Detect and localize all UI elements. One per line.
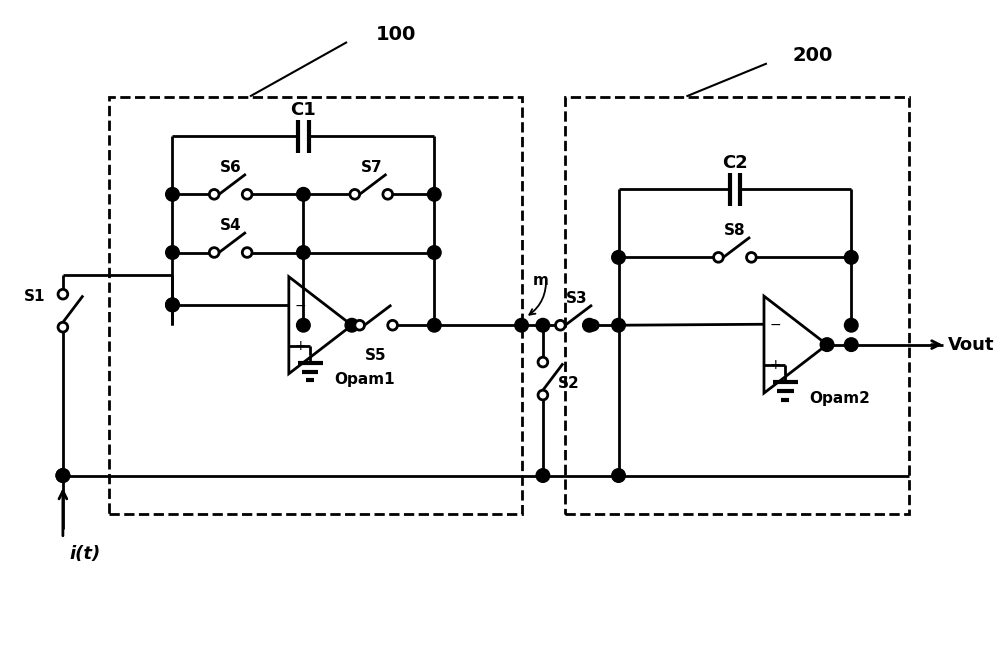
Text: 200: 200 — [792, 46, 833, 65]
Circle shape — [345, 319, 359, 332]
Circle shape — [297, 245, 310, 259]
Circle shape — [538, 390, 548, 400]
Circle shape — [428, 188, 441, 201]
Bar — [565, 97, 909, 514]
Circle shape — [166, 298, 179, 312]
Circle shape — [383, 190, 393, 199]
Bar — [109, 97, 522, 514]
Circle shape — [350, 190, 360, 199]
Circle shape — [166, 188, 179, 201]
Text: S4: S4 — [220, 218, 241, 233]
Circle shape — [209, 247, 219, 257]
Circle shape — [166, 298, 179, 312]
Circle shape — [556, 321, 565, 330]
Text: S3: S3 — [566, 291, 588, 306]
Circle shape — [297, 319, 310, 332]
Circle shape — [820, 338, 834, 351]
Circle shape — [56, 469, 70, 482]
Circle shape — [583, 319, 596, 332]
Text: S5: S5 — [365, 348, 387, 364]
Text: S7: S7 — [360, 160, 382, 175]
Text: Vout: Vout — [948, 336, 995, 354]
Circle shape — [355, 321, 364, 330]
Circle shape — [166, 245, 179, 259]
Text: S2: S2 — [557, 376, 579, 391]
Circle shape — [612, 469, 625, 482]
Text: 100: 100 — [375, 25, 416, 44]
Circle shape — [844, 251, 858, 264]
Circle shape — [588, 321, 598, 330]
Text: S6: S6 — [220, 160, 242, 175]
Text: $+$: $+$ — [294, 338, 306, 352]
Circle shape — [536, 319, 550, 332]
Circle shape — [58, 289, 68, 299]
FancyArrowPatch shape — [529, 277, 546, 315]
Text: $-$: $-$ — [769, 317, 781, 331]
Circle shape — [56, 469, 70, 482]
Circle shape — [515, 319, 528, 332]
Text: i(t): i(t) — [70, 545, 101, 563]
Text: $-$: $-$ — [294, 298, 306, 312]
Text: S1: S1 — [24, 289, 45, 304]
Text: Opam1: Opam1 — [334, 372, 395, 387]
Circle shape — [388, 321, 397, 330]
Text: C2: C2 — [722, 154, 748, 172]
Circle shape — [209, 190, 219, 199]
Circle shape — [844, 319, 858, 332]
Circle shape — [747, 253, 756, 262]
Circle shape — [297, 188, 310, 201]
Text: m: m — [533, 273, 549, 289]
Circle shape — [612, 319, 625, 332]
Circle shape — [242, 190, 252, 199]
Circle shape — [536, 469, 550, 482]
Text: Opam2: Opam2 — [810, 392, 870, 406]
Circle shape — [428, 319, 441, 332]
Circle shape — [538, 357, 548, 367]
Circle shape — [844, 338, 858, 351]
Circle shape — [714, 253, 723, 262]
Text: S8: S8 — [724, 223, 746, 238]
Circle shape — [612, 251, 625, 264]
Text: $+$: $+$ — [769, 358, 781, 372]
Text: C1: C1 — [291, 100, 316, 118]
Circle shape — [428, 245, 441, 259]
Circle shape — [58, 323, 68, 332]
Circle shape — [242, 247, 252, 257]
